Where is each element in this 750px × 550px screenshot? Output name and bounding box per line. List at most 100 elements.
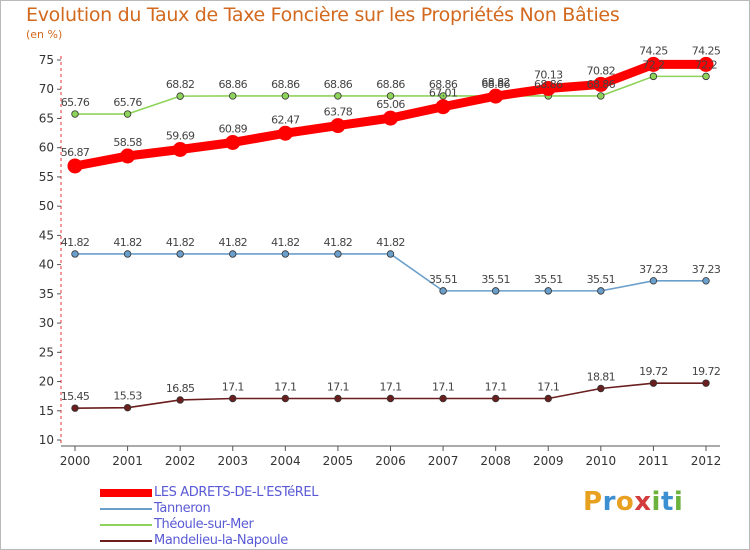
data-label-les-adrets-de-l-est-rel: 74.25 (639, 44, 668, 57)
data-point-tanneron (649, 277, 658, 285)
y-tick-label: 55 (39, 170, 54, 184)
data-label-th-oule-sur-mer: 68.86 (534, 78, 563, 91)
data-point-tanneron (544, 287, 552, 295)
y-tick-label: 75 (39, 53, 54, 67)
data-point-mandelieu-la-napoule (281, 394, 290, 403)
data-point-les-adrets-de-l-est-rel (67, 158, 83, 174)
data-point-th-oule-sur-mer (229, 92, 237, 100)
data-label-les-adrets-de-l-est-rel: 68.82 (481, 76, 510, 89)
data-point-les-adrets-de-l-est-rel (172, 142, 188, 158)
legend-item-les-adrets: LES ADRETS-DE-L'ESTéREL (100, 485, 430, 501)
data-label-tanneron: 37.23 (639, 263, 668, 276)
y-tick-label: 50 (39, 199, 54, 213)
data-point-mandelieu-la-napoule (597, 384, 605, 393)
legend-label-theoule: Théoule-sur-Mer (154, 517, 254, 532)
data-label-tanneron: 41.82 (113, 236, 142, 249)
x-tick-label: 2000 (60, 454, 91, 468)
data-point-tanneron (491, 287, 500, 295)
data-label-mandelieu-la-napoule: 17.1 (327, 380, 349, 393)
data-label-mandelieu-la-napoule: 15.53 (113, 390, 142, 403)
data-point-th-oule-sur-mer (71, 110, 79, 118)
data-point-mandelieu-la-napoule (439, 394, 447, 403)
data-point-les-adrets-de-l-est-rel (698, 56, 714, 72)
legend: LES ADRETS-DE-L'ESTéREL Tanneron Théoule… (100, 485, 430, 549)
x-tick-label: 2008 (480, 454, 511, 468)
data-point-th-oule-sur-mer (702, 72, 710, 81)
data-label-mandelieu-la-napoule: 17.1 (432, 380, 454, 393)
data-label-les-adrets-de-l-est-rel: 62.47 (271, 113, 300, 126)
logo-letter: r (602, 487, 616, 517)
data-point-mandelieu-la-napoule (491, 394, 500, 403)
data-point-tanneron (702, 277, 710, 285)
legend-label-les-adrets: LES ADRETS-DE-L'ESTéREL (154, 485, 319, 500)
data-point-mandelieu-la-napoule (176, 396, 184, 404)
data-label-th-oule-sur-mer: 68.86 (219, 78, 248, 91)
chart-title: Evolution du Taux de Taxe Foncière sur l… (26, 4, 620, 26)
data-point-mandelieu-la-napoule (334, 394, 342, 403)
x-tick-label: 2006 (375, 454, 406, 468)
data-label-les-adrets-de-l-est-rel: 70.82 (587, 64, 616, 77)
axes: 10 15 20 25 30 35 40 45 50 55 60 65 70 75 2000 2001 2002… (39, 53, 722, 468)
data-label-tanneron: 41.82 (376, 236, 405, 249)
data-label-th-oule-sur-mer: 72.2 (695, 58, 717, 71)
data-label-th-oule-sur-mer: 68.86 (271, 78, 300, 91)
data-label-les-adrets-de-l-est-rel: 67.01 (429, 87, 458, 100)
data-point-mandelieu-la-napoule (544, 394, 552, 403)
data-label-th-oule-sur-mer: 68.82 (166, 78, 195, 91)
data-point-th-oule-sur-mer (123, 110, 132, 118)
y-tick-label: 65 (39, 111, 54, 125)
legend-item-mandelieu: Mandelieu-la-Napoule (100, 533, 430, 549)
data-label-mandelieu-la-napoule: 17.1 (274, 380, 296, 393)
x-tick-label: 2003 (217, 454, 248, 468)
data-label-les-adrets-de-l-est-rel: 63.78 (324, 106, 353, 119)
y-tick-label: 70 (39, 82, 54, 96)
data-label-les-adrets-de-l-est-rel: 70.13 (534, 68, 563, 81)
legend-swatch-les-adrets (100, 489, 152, 497)
data-point-tanneron (439, 287, 447, 295)
data-label-mandelieu-la-napoule: 15.45 (61, 390, 90, 403)
x-tick-label: 2007 (428, 454, 459, 468)
data-point-les-adrets-de-l-est-rel (383, 110, 398, 126)
data-label-les-adrets-de-l-est-rel: 58.58 (113, 136, 142, 149)
data-point-tanneron (123, 250, 132, 258)
data-label-les-adrets-de-l-est-rel: 65.06 (376, 98, 405, 111)
x-tick-label: 2002 (165, 454, 196, 468)
data-point-les-adrets-de-l-est-rel (120, 148, 136, 164)
legend-swatch-theoule (100, 524, 152, 526)
data-label-mandelieu-la-napoule: 17.1 (537, 380, 559, 393)
data-point-th-oule-sur-mer (281, 92, 290, 100)
data-point-th-oule-sur-mer (176, 92, 184, 100)
y-tick-label: 40 (39, 258, 54, 272)
data-label-tanneron: 35.51 (587, 273, 616, 286)
logo-letter: i (651, 487, 661, 517)
data-point-mandelieu-la-napoule (71, 404, 79, 412)
data-point-th-oule-sur-mer (386, 92, 395, 100)
data-point-mandelieu-la-napoule (386, 394, 395, 403)
data-point-mandelieu-la-napoule (229, 394, 237, 403)
data-label-th-oule-sur-mer: 68.86 (587, 78, 616, 91)
data-label-mandelieu-la-napoule: 16.85 (166, 382, 195, 395)
data-label-tanneron: 41.82 (166, 236, 195, 249)
data-point-th-oule-sur-mer (439, 92, 447, 100)
data-label-tanneron: 35.51 (429, 273, 458, 286)
y-tick-label: 20 (39, 375, 54, 389)
data-label-mandelieu-la-napoule: 19.72 (639, 365, 668, 378)
data-point-les-adrets-de-l-est-rel (540, 80, 556, 96)
data-label-tanneron: 41.82 (61, 236, 90, 249)
data-point-tanneron (597, 287, 605, 295)
x-tick-label: 2001 (112, 454, 143, 468)
data-label-tanneron: 37.23 (692, 263, 721, 276)
data-point-tanneron (334, 250, 342, 258)
data-point-mandelieu-la-napoule (649, 379, 658, 387)
y-tick-label: 30 (39, 316, 54, 330)
data-label-les-adrets-de-l-est-rel: 60.89 (219, 122, 248, 135)
data-point-th-oule-sur-mer (649, 72, 658, 81)
logo-letter: x (634, 487, 652, 517)
legend-swatch-tanneron (100, 508, 152, 510)
data-label-tanneron: 35.51 (481, 273, 510, 286)
series-layer (67, 56, 714, 412)
data-label-mandelieu-la-napoule: 17.1 (485, 380, 507, 393)
legend-label-tanneron: Tanneron (154, 501, 211, 516)
